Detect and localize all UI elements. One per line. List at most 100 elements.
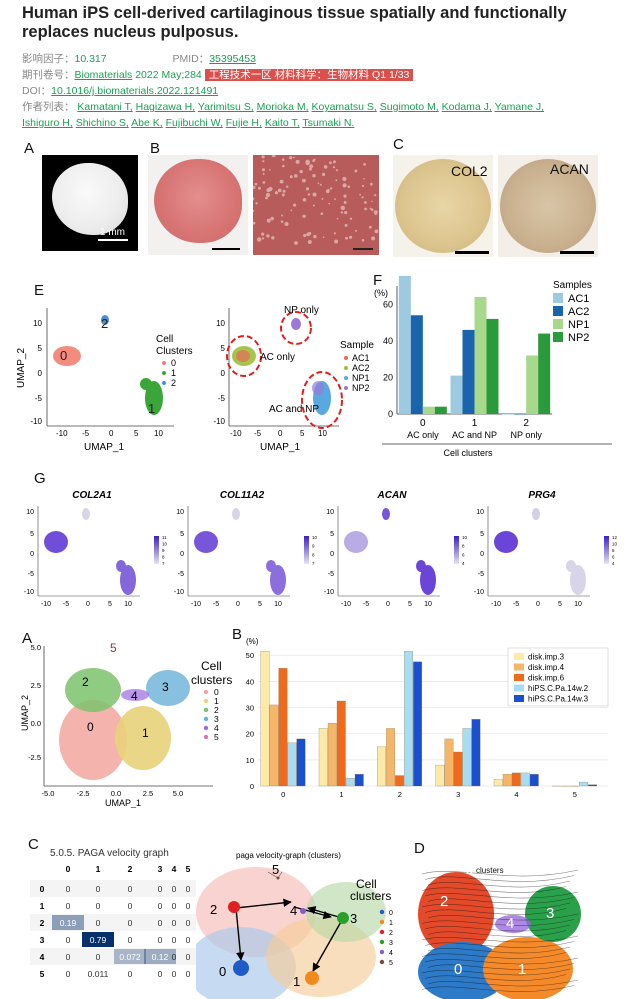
panel-a-letter: A: [24, 140, 35, 157]
stream-line: [424, 957, 579, 965]
author-link[interactable]: Sugimoto M,: [379, 101, 439, 113]
svg-text:-2.5: -2.5: [28, 753, 41, 762]
texture-dot: [363, 178, 365, 180]
texture-dot: [323, 165, 328, 169]
svg-text:5.0: 5.0: [31, 643, 41, 652]
texture-dot: [332, 166, 336, 169]
fp-x-tick: 10: [424, 601, 432, 608]
panel-b-photo-2: [253, 155, 379, 255]
paga-cell: 0: [66, 935, 71, 945]
texture-dot: [257, 186, 261, 190]
fp-y-tick: 10: [476, 509, 484, 516]
author-link[interactable]: Fujibuchi W,: [165, 117, 223, 129]
b2-bar: [502, 774, 512, 787]
author-link[interactable]: Shichino S,: [75, 117, 129, 129]
f-bar: [410, 315, 423, 414]
doi-link[interactable]: 10.1016/j.biomaterials.2022.121491: [51, 85, 219, 97]
graph-legend-dot: [379, 929, 385, 935]
texture-dot: [266, 218, 271, 223]
author-link[interactable]: Yarimitsu S,: [197, 101, 254, 113]
texture-dot: [253, 185, 256, 189]
texture-dot: [340, 205, 345, 211]
journal-link[interactable]: Biomaterials: [74, 69, 133, 81]
cell-clusters-title-2: Clusters: [156, 346, 193, 357]
fp-cluster-1b: [266, 560, 276, 572]
b2-legend-swatch: [514, 674, 524, 681]
panel-c-photo-col2: COL2: [393, 155, 493, 257]
fp-x-tick: 0: [236, 601, 240, 608]
paga-node-3: [337, 912, 349, 924]
paga-cell: 0: [172, 918, 177, 928]
stream-line: [427, 946, 571, 954]
texture-dot: [307, 240, 312, 244]
author-link[interactable]: Hagizawa H,: [135, 101, 196, 113]
graph-label-0: 0: [219, 964, 226, 979]
f-legend-swatch: [553, 306, 563, 316]
paga-cell: 0: [96, 901, 101, 911]
paga-cell-highlight: [52, 915, 84, 930]
stream-label-4: 4: [506, 915, 514, 932]
texture-dot: [374, 229, 379, 234]
u6-label-0: 0: [87, 720, 94, 734]
author-link[interactable]: Tsumaki N.: [302, 117, 355, 129]
texture-dot: [374, 213, 377, 216]
author-link[interactable]: Koyamatsu S,: [311, 101, 377, 113]
stream-label-0: 0: [454, 961, 462, 978]
u6-legend-dot: [203, 725, 209, 731]
u6-legend-title-1: Cell: [201, 659, 222, 673]
fp-colorbar-tick: 8: [462, 544, 465, 549]
b2-bar: [462, 728, 472, 787]
author-link[interactable]: Abe K,: [131, 117, 163, 129]
f-bar: [538, 333, 551, 414]
texture-dot: [368, 225, 372, 229]
author-link[interactable]: Kamatani T,: [77, 101, 133, 113]
paga-cell: 0: [158, 901, 163, 911]
panel-c2-letter: C: [28, 836, 39, 853]
texture-dot: [266, 234, 270, 238]
paga-cell: 0: [158, 935, 163, 945]
svg-text:5: 5: [134, 429, 139, 438]
texture-dot: [308, 167, 312, 171]
paga-row-header: 5: [40, 969, 45, 979]
authors-row-1: 作者列表： Kamatani T, Hagizawa H, Yarimitsu …: [22, 100, 544, 114]
fp-colorbar-tick: 10: [312, 535, 318, 540]
fp-y-tick: -10: [174, 589, 184, 596]
pmid-link[interactable]: 35395453: [209, 53, 256, 65]
stream-line: [421, 919, 575, 926]
paga-col-header: 4: [172, 864, 177, 874]
texture-dot: [328, 202, 331, 205]
texture-dot: [312, 192, 317, 197]
panel-b-photo-1: [148, 155, 248, 255]
texture-dot: [322, 236, 325, 238]
author-link[interactable]: Ishiguro H,: [22, 117, 73, 129]
texture-dot: [281, 193, 285, 197]
graph-label-1: 1: [293, 974, 300, 989]
legend-sample-np1: NP1: [352, 373, 370, 383]
b2-bar: [260, 651, 270, 787]
b2-legend-label: disk.imp.6: [528, 674, 565, 683]
paga-cell: 0.12: [152, 952, 169, 962]
fp-y-tick: -5: [28, 571, 34, 578]
b2-bar: [354, 774, 364, 787]
f-y-tick: 0: [388, 409, 393, 419]
paga-row-header: 1: [40, 901, 45, 911]
fp-y-tick: 10: [26, 509, 34, 516]
texture-dot: [342, 176, 347, 182]
b2-bar: [318, 728, 328, 787]
graph-legend-title-1: Cell: [356, 877, 377, 891]
svg-text:10: 10: [33, 319, 42, 328]
b2-bar: [386, 728, 395, 787]
paga-cell: 0: [66, 901, 71, 911]
author-link[interactable]: Yamane J,: [494, 101, 545, 113]
paga-cell: 0: [186, 901, 191, 911]
texture-dot: [335, 179, 338, 182]
author-link[interactable]: Fujie H,: [225, 117, 262, 129]
author-link[interactable]: Kodama J,: [441, 101, 492, 113]
b2-x-tick: 1: [339, 790, 343, 799]
fp-cluster-2: [382, 508, 390, 520]
texture-dot: [281, 158, 285, 161]
b2-bar: [493, 779, 503, 787]
author-link[interactable]: Kaito T,: [264, 117, 300, 129]
texture-dot: [322, 172, 326, 176]
author-link[interactable]: Morioka M,: [256, 101, 309, 113]
